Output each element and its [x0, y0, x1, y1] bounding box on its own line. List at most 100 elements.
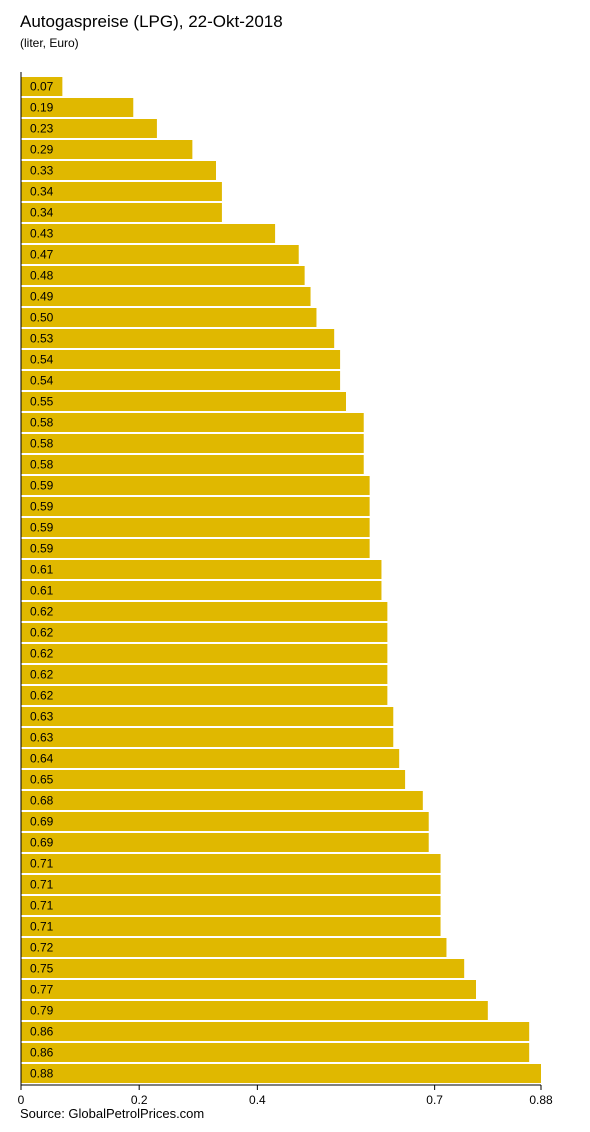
bar — [21, 812, 429, 831]
bar-value-label: 0.88 — [30, 1067, 54, 1081]
bar — [21, 518, 370, 537]
bar — [21, 770, 406, 789]
bar-value-label: 0.69 — [30, 815, 54, 829]
source-note: Source: GlobalPetrolPrices.com — [20, 1106, 205, 1121]
bar-value-label: 0.55 — [30, 395, 54, 409]
x-tick-label: 0.7 — [426, 1093, 443, 1107]
bar — [21, 497, 370, 516]
bar — [21, 707, 394, 726]
bar — [21, 245, 299, 264]
bar — [21, 476, 370, 495]
bar-value-label: 0.33 — [30, 164, 54, 178]
bar-value-label: 0.68 — [30, 794, 54, 808]
bar-value-label: 0.48 — [30, 269, 54, 283]
x-tick-label: 0 — [18, 1093, 25, 1107]
bar — [21, 392, 346, 411]
bar-value-label: 0.59 — [30, 542, 54, 556]
bar — [21, 434, 364, 453]
bar-value-label: 0.61 — [30, 563, 54, 577]
bar-value-label: 0.72 — [30, 941, 54, 955]
bar-value-label: 0.79 — [30, 1004, 54, 1018]
bar-value-label: 0.58 — [30, 437, 54, 451]
bar — [21, 791, 423, 810]
bar-value-label: 0.69 — [30, 836, 54, 850]
bar-value-label: 0.53 — [30, 332, 54, 346]
bar — [21, 539, 370, 558]
bar — [21, 833, 429, 852]
bar-value-label: 0.29 — [30, 143, 54, 157]
bar — [21, 749, 400, 768]
bar — [21, 287, 311, 306]
bar-value-label: 0.59 — [30, 500, 54, 514]
bar-value-label: 0.71 — [30, 899, 54, 913]
bar-value-label: 0.65 — [30, 773, 54, 787]
bar-value-label: 0.47 — [30, 248, 54, 262]
bar-value-label: 0.49 — [30, 290, 54, 304]
bar — [21, 854, 441, 873]
bar-value-label: 0.61 — [30, 584, 54, 598]
bar — [21, 203, 222, 222]
bar-value-label: 0.62 — [30, 668, 54, 682]
bar-value-label: 0.54 — [30, 374, 54, 388]
bar — [21, 959, 465, 978]
bar — [21, 665, 388, 684]
bar-value-label: 0.50 — [30, 311, 54, 325]
bar — [21, 938, 447, 957]
bar-value-label: 0.62 — [30, 605, 54, 619]
bar — [21, 371, 341, 390]
bar-value-label: 0.34 — [30, 206, 54, 220]
bar-value-label: 0.62 — [30, 626, 54, 640]
x-tick-label: 0.4 — [249, 1093, 266, 1107]
bar — [21, 350, 341, 369]
bar — [21, 413, 364, 432]
bar-value-label: 0.86 — [30, 1025, 54, 1039]
bar-value-label: 0.59 — [30, 479, 54, 493]
bar-value-label: 0.34 — [30, 185, 54, 199]
bar — [21, 1001, 488, 1020]
bar — [21, 182, 222, 201]
bar — [21, 560, 382, 579]
bar-value-label: 0.75 — [30, 962, 54, 976]
bar-value-label: 0.19 — [30, 101, 54, 115]
bar-value-label: 0.54 — [30, 353, 54, 367]
bar — [21, 896, 441, 915]
bar-value-label: 0.71 — [30, 857, 54, 871]
bar — [21, 224, 276, 243]
bar-value-label: 0.77 — [30, 983, 54, 997]
bar-value-label: 0.58 — [30, 416, 54, 430]
bar-value-label: 0.63 — [30, 710, 54, 724]
bar-value-label: 0.43 — [30, 227, 54, 241]
bar-value-label: 0.86 — [30, 1046, 54, 1060]
x-tick-label: 0.88 — [529, 1093, 553, 1107]
bar — [21, 917, 441, 936]
chart-title: Autogaspreise (LPG), 22-Okt-2018 — [20, 12, 283, 31]
bar — [21, 602, 388, 621]
bar-value-label: 0.58 — [30, 458, 54, 472]
bar — [21, 581, 382, 600]
bar — [21, 1043, 530, 1062]
chart-subtitle: (liter, Euro) — [20, 36, 79, 50]
bar — [21, 980, 476, 999]
bar-value-label: 0.59 — [30, 521, 54, 535]
bar — [21, 329, 335, 348]
bar-value-label: 0.62 — [30, 647, 54, 661]
bar — [21, 119, 157, 138]
x-tick-label: 0.2 — [131, 1093, 148, 1107]
bar — [21, 1022, 530, 1041]
bar — [21, 98, 134, 117]
bar — [21, 308, 317, 327]
bar-value-label: 0.63 — [30, 731, 54, 745]
bar-value-label: 0.71 — [30, 878, 54, 892]
bar — [21, 455, 364, 474]
bar-value-label: 0.07 — [30, 80, 54, 94]
bar — [21, 686, 388, 705]
bar — [21, 140, 193, 159]
bar — [21, 161, 216, 180]
bar-value-label: 0.62 — [30, 689, 54, 703]
bar — [21, 644, 388, 663]
bar — [21, 623, 388, 642]
bar — [21, 728, 394, 747]
bar-value-label: 0.71 — [30, 920, 54, 934]
bar — [21, 77, 63, 96]
